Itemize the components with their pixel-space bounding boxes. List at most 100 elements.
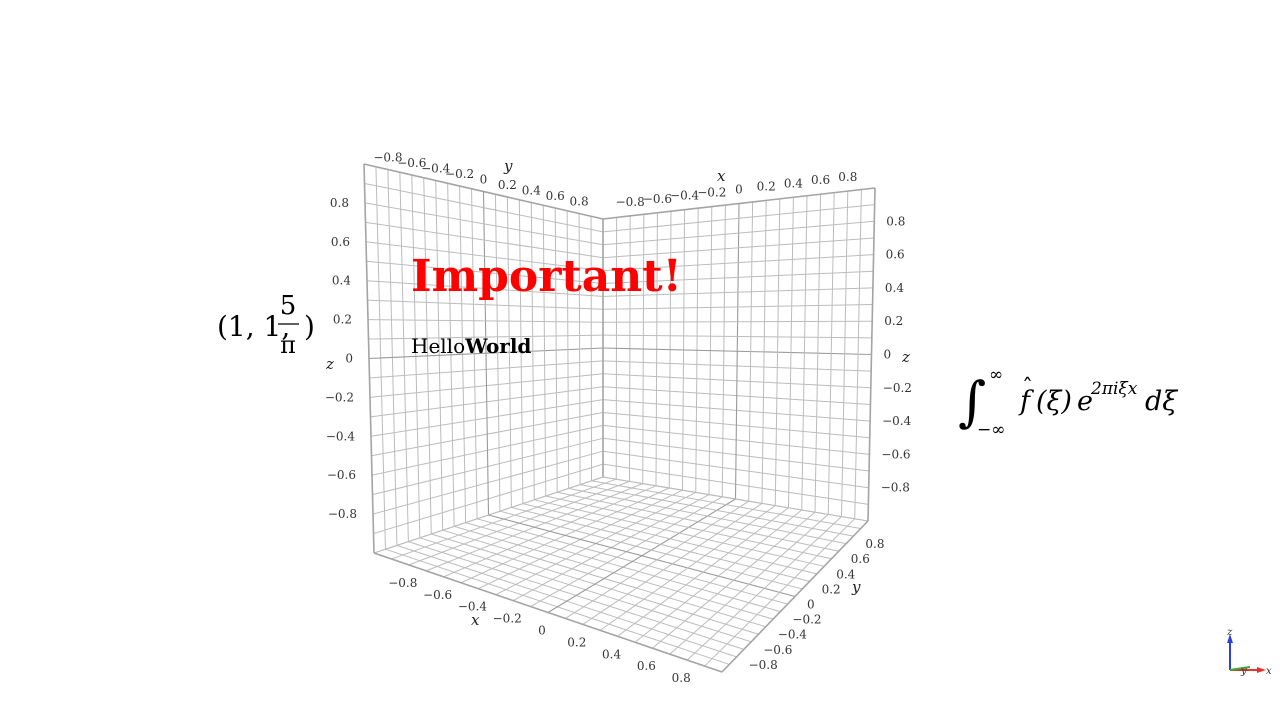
z-tick-label-left: 0.2 [333,313,352,327]
x-tick-label: 0.2 [567,635,586,649]
left-wall-gridline-u [494,194,501,512]
x-tick-label: −0.8 [388,576,417,590]
right-wall-gridline-u [827,192,835,515]
floor-gridline-v [617,507,789,637]
floor-gridline-u [522,503,818,575]
frame-edge [721,520,869,673]
left-wall-gridline-u [578,213,581,485]
point-denominator: π [280,331,296,359]
x-axis-title-top: x [717,167,726,185]
z-axis-title-left: z [325,355,334,373]
orientation-x-label: x [1266,666,1272,677]
floor-gridline-v [634,509,803,643]
z-tick-label-right: −0.6 [881,447,910,461]
z-tick-label-right: 0.4 [885,281,904,295]
left-wall-gridline-v [365,221,604,259]
point-suffix: ) [304,310,315,343]
right-wall-gridline-v [602,334,872,339]
x-tick-label: 0.4 [602,647,621,661]
floor-gridline-u [557,491,839,552]
point-numerator: 5 [280,291,297,321]
right-wall-gridline-v [602,204,875,233]
integral-lower-limit: −∞ [977,420,1005,440]
frame-edge [867,187,876,522]
y-tick-label-top: 0.8 [570,195,589,209]
left-wall-gridline-v [364,182,604,233]
floor-gridline-v [686,516,842,661]
x-tick-label: −0.6 [423,588,452,602]
x-tick-label: 0.8 [672,671,691,685]
x-tick-label-top: −0.2 [697,186,726,200]
right-wall-gridline-u [788,197,794,508]
important-annotation: Important! [411,251,682,302]
y-tick-label: 0.8 [865,537,884,551]
y-axis-title-top: y [503,157,513,175]
x-tick-label: 0.6 [637,659,656,673]
right-wall-gridline-u [854,189,862,519]
z-tick-label-right: 0.6 [886,248,905,262]
z-tick-label-left: 0.8 [330,196,349,210]
right-wall-gridline-v [602,347,872,356]
grid-layer [363,163,876,673]
y-tick-label-top: 0.2 [498,178,517,192]
floor-gridline-u [580,484,854,537]
left-wall-gridline-v [366,280,604,297]
y-tick-label: 0.2 [822,582,841,596]
x-tick-label-top: 0.6 [811,173,830,187]
right-wall-gridline-u [814,194,822,513]
right-wall-gridline-u [841,191,849,517]
x-tick-label-top: 0.8 [838,170,857,184]
y-tick-label: 0.4 [836,567,855,581]
y-tick-label-top: −0.4 [421,162,451,176]
right-wall-gridline-v [602,254,874,272]
frame-edge [373,552,723,673]
left-wall-gridline-v [365,241,604,272]
z-tick-label-right: 0 [884,348,892,362]
world-text: World [464,334,531,358]
right-wall-gridline-u [801,195,808,511]
z-tick-label-left: 0.4 [332,274,351,288]
y-tick-label: −0.8 [749,658,778,672]
left-wall-gridline-v [367,319,604,323]
y-tick-label: 0 [807,598,815,612]
x-tick-label: −0.4 [458,600,488,614]
point-annotation: (1, 1, 5 π ) [217,291,315,359]
integral-exp-base: e [1077,386,1093,417]
x-tick-label-top: 0.2 [757,179,776,193]
z-tick-label-right: 0.8 [886,214,905,228]
left-wall-gridline-v [368,334,604,340]
z-axis-title-right: z [901,348,910,366]
x-tick-label: 0 [538,624,546,638]
floor-gridline-u [511,506,810,582]
y-tick-label: −0.4 [778,628,808,642]
integral-upper-limit: ∞ [989,365,1003,385]
y-tick-label-top: 0.6 [546,189,565,203]
hello-text: Hello [411,334,465,358]
integral-exponent: 2πiξx [1090,379,1138,399]
frame-edge [602,187,876,220]
y-tick-label-top: 0.4 [522,184,541,198]
y-tick-label-top: 0 [480,173,488,187]
floor-gridline-u [534,499,825,567]
y-tick-label: −0.2 [792,613,821,627]
floor-gridline-v [547,498,736,613]
floor-gridline-v [652,511,816,649]
right-wall-gridline-v [602,237,874,259]
z-tick-label-right: −0.4 [882,414,912,428]
left-wall-gridline-u [530,202,535,500]
orientation-widget[interactable]: z x y [1226,627,1272,677]
y-tick-label: 0.6 [851,552,870,566]
left-wall-gridline-u [590,216,593,481]
orientation-x-arrow-icon [1257,667,1266,673]
floor-gridline-u [591,480,861,530]
tick-label-layer: −0.8−0.8−0.8−0.8−0.8−0.8−0.6−0.6−0.6−0.6… [325,151,912,686]
z-tick-label-right: 0.2 [884,314,903,328]
x-tick-label-top: 0.4 [784,176,803,190]
orientation-z-label: z [1226,627,1233,638]
hello-world-annotation: HelloWorld [411,334,531,358]
orientation-z-arrow-icon [1227,634,1233,643]
floor-gridline-v [565,500,750,619]
floor-gridline-u [499,510,803,590]
y-tick-label-top: −0.2 [445,167,474,181]
